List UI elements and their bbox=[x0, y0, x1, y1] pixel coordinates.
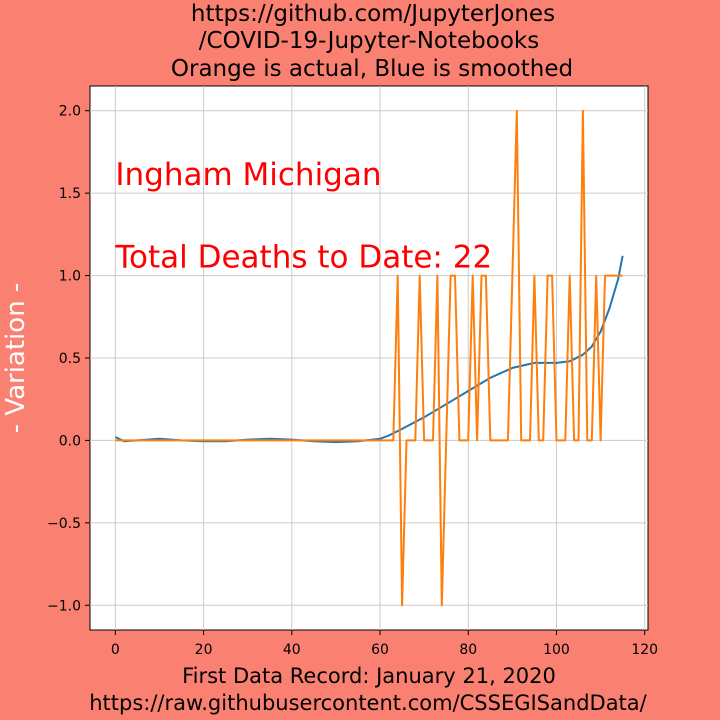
x-tick-label: 40 bbox=[283, 642, 301, 658]
x-tick-label: 0 bbox=[111, 642, 120, 658]
y-tick-label: 2.0 bbox=[59, 104, 81, 120]
y-axis-label: - Variation - bbox=[1, 283, 31, 434]
annotations: Ingham Michigan Total Deaths to Date: 22 bbox=[114, 157, 492, 275]
x-tick-label: 80 bbox=[459, 642, 477, 658]
y-tick-label: 0.5 bbox=[59, 351, 81, 367]
x-axis: 0 20 40 60 80 100 120 bbox=[111, 630, 658, 658]
annotation-text: Ingham Michigan bbox=[115, 157, 381, 193]
y-tick-label: −1.0 bbox=[47, 598, 81, 614]
x-tick-label: 60 bbox=[371, 642, 389, 658]
annotation-text: Total Deaths to Date: 22 bbox=[114, 239, 492, 275]
title-line-3: Orange is actual, Blue is smoothed bbox=[171, 56, 573, 82]
y-tick-label: −0.5 bbox=[47, 516, 81, 532]
x-tick-label: 120 bbox=[631, 642, 658, 658]
title-line-1: https://github.com/JupyterJones bbox=[191, 1, 555, 27]
y-tick-label: 0.0 bbox=[59, 433, 81, 449]
x-axis-label-line-1: First Data Record: January 21, 2020 bbox=[182, 664, 556, 688]
x-tick-label: 20 bbox=[195, 642, 213, 658]
y-tick-label: 1.5 bbox=[59, 186, 81, 202]
x-tick-label: 100 bbox=[543, 642, 570, 658]
y-tick-label: 1.0 bbox=[59, 269, 81, 285]
y-axis: −1.0 −0.5 0.0 0.5 1.0 1.5 2.0 bbox=[47, 104, 90, 614]
title-line-2: /COVID-19-Jupyter-Notebooks bbox=[199, 28, 539, 54]
series-line-actual bbox=[115, 109, 623, 607]
x-axis-label-line-2: https://raw.githubusercontent.com/CSSEGI… bbox=[89, 691, 647, 715]
